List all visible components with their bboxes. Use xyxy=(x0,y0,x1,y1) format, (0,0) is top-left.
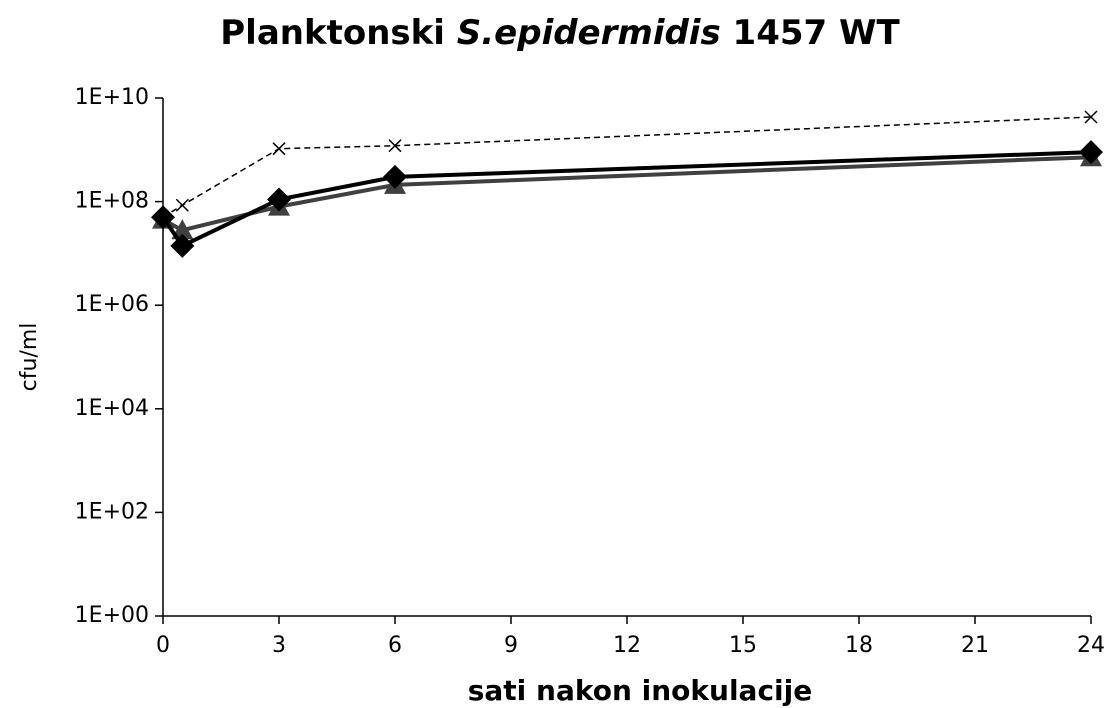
marker xyxy=(383,164,407,189)
x-tick-label: 9 xyxy=(504,633,518,658)
chart-title: Planktonski S.epidermidis 1457 WT xyxy=(220,13,900,53)
x-tick-label: 18 xyxy=(845,633,873,658)
series-line xyxy=(161,150,1092,249)
x-tick-label: 24 xyxy=(1077,633,1105,658)
y-tick-label: 1E+00 xyxy=(75,603,149,628)
y-tick-label: 1E+02 xyxy=(75,499,149,524)
y-tick-label: 1E+06 xyxy=(75,292,149,317)
marker xyxy=(1079,140,1103,165)
y-axis-label: cfu/ml xyxy=(17,323,42,392)
x-tick-label: 21 xyxy=(961,633,989,658)
x-tick-label: 6 xyxy=(388,633,402,658)
y-tick-label: 1E+04 xyxy=(75,396,149,421)
x-tick-label: 0 xyxy=(156,633,170,658)
title-part: Planktonski xyxy=(220,13,445,53)
title-part: 1457 WT xyxy=(733,13,901,53)
x-tick-label: 12 xyxy=(613,633,641,658)
x-tick-label: 3 xyxy=(272,633,286,658)
x-tick-label: 15 xyxy=(729,633,757,658)
x-axis-label: sati nakon inokulacije xyxy=(468,674,813,707)
marker xyxy=(170,233,195,258)
marker xyxy=(1084,110,1098,124)
marker xyxy=(175,198,189,212)
y-tick-label: 1E+08 xyxy=(75,189,149,214)
marker xyxy=(151,205,175,230)
y-tick-label: 1E+10 xyxy=(75,85,149,110)
marker xyxy=(388,139,402,153)
marker xyxy=(272,142,286,156)
marker xyxy=(267,187,291,212)
title-part: S.epidermidis xyxy=(457,13,721,53)
